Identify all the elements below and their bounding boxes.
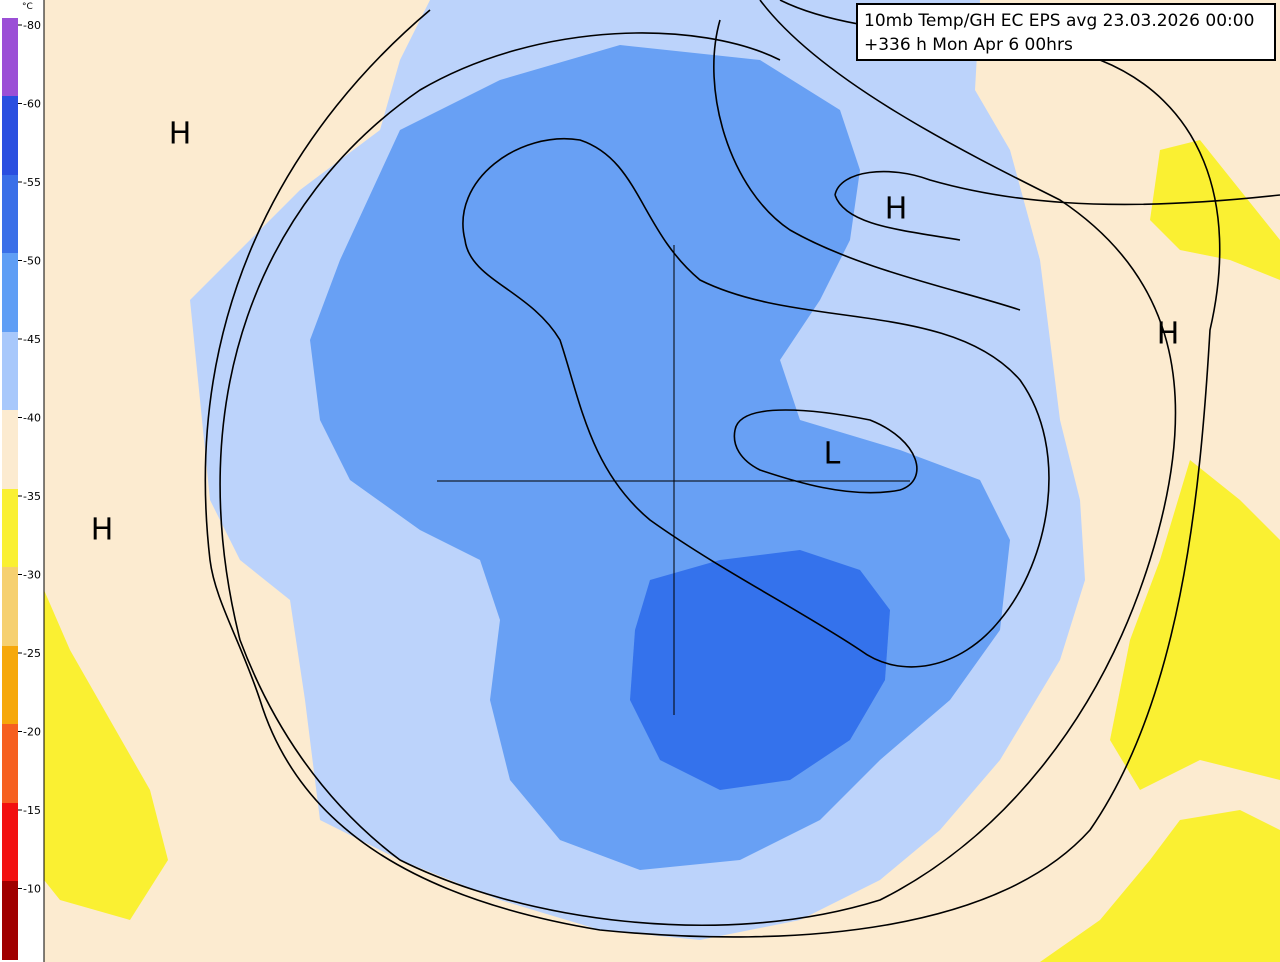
legend-label: -50 (23, 255, 41, 268)
contour (219, 0, 1177, 927)
legend-swatch (2, 253, 18, 332)
warm-region (44, 590, 168, 920)
title-box: 10mb Temp/GH EC EPS avg 23.03.2026 00:00… (856, 3, 1276, 61)
contour (462, 137, 1050, 668)
high-label: H (169, 117, 192, 152)
warm-region (1040, 810, 1280, 962)
low-label: L (824, 437, 841, 472)
legend-swatch (2, 724, 18, 803)
legend-label: -20 (23, 726, 41, 739)
legend-label: -55 (23, 176, 41, 189)
high-label: H (885, 192, 908, 227)
contour (733, 409, 918, 494)
contour (204, 0, 1221, 938)
warm-region (1150, 140, 1280, 280)
legend-swatch (2, 175, 18, 253)
legend-swatch (2, 803, 18, 881)
legend-label: -35 (23, 490, 41, 503)
legend-label: -30 (23, 569, 41, 582)
legend-swatch (2, 96, 18, 175)
legend-swatch (2, 18, 18, 96)
legend-label: -40 (23, 412, 41, 425)
legend-swatch (2, 489, 18, 567)
legend-swatch (2, 332, 18, 410)
warm-region (1110, 460, 1280, 790)
legend-unit: °C (22, 2, 33, 12)
subtitle-line: +336 h Mon Apr 6 00hrs (864, 35, 1073, 55)
legend-swatch (2, 881, 18, 960)
legend-swatch (2, 646, 18, 724)
legend-label: -25 (23, 647, 41, 660)
legend-label: -80 (23, 19, 41, 32)
legend-label: -60 (23, 98, 41, 111)
legend-swatch (2, 410, 18, 489)
legend-swatch (2, 567, 18, 646)
legend-label: -10 (23, 883, 41, 896)
title-line: 10mb Temp/GH EC EPS avg 23.03.2026 00:00 (864, 11, 1255, 31)
high-label: H (91, 513, 114, 548)
legend-labels: -80 -60 -55 -50 -45 -40 -35 -30 -25 -20 -15 -10 (18, 19, 41, 896)
high-label: H (1157, 317, 1180, 352)
legend-label: -45 (23, 333, 41, 346)
contour (713, 19, 1021, 311)
cold-region (630, 550, 890, 790)
legend-label: -15 (23, 804, 41, 817)
contour (834, 170, 1280, 241)
